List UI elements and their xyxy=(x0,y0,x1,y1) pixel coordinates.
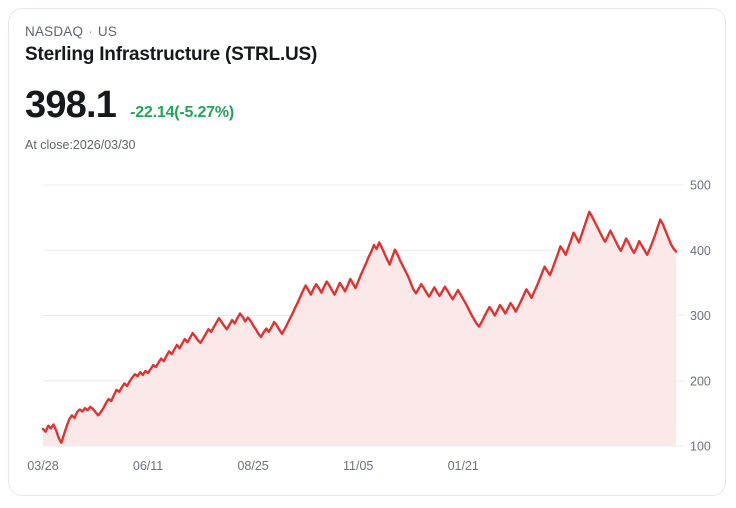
x-axis-tick-label: 11/05 xyxy=(343,459,373,473)
x-axis-labels: 03/28 06/11 08/25 11/05 01/21 xyxy=(27,459,479,473)
price-area-fill xyxy=(43,211,676,446)
y-axis-tick-label: 500 xyxy=(690,179,711,193)
stock-quote-card: NASDAQ · US Sterling Infrastructure (STRL.… xyxy=(8,8,726,496)
y-axis-tick-label: 100 xyxy=(690,440,711,454)
market-status-note: At close:2026/03/30 xyxy=(25,138,136,152)
y-axis-labels: 100 200 300 400 500 xyxy=(690,179,711,454)
quote-header: NASDAQ · US Sterling Infrastructure (STRL.… xyxy=(9,9,725,153)
y-axis-tick-label: 200 xyxy=(690,374,711,388)
exchange-name: NASDAQ xyxy=(25,24,84,39)
x-axis-tick-label: 01/21 xyxy=(448,459,479,473)
y-axis-tick-label: 300 xyxy=(690,309,711,323)
price-line xyxy=(41,210,678,444)
last-price: 398.1 xyxy=(25,84,117,126)
region-code: US xyxy=(97,24,118,39)
y-axis-tick-label: 400 xyxy=(690,244,711,258)
price-chart-svg[interactable]: 100 200 300 400 500 03/28 06/11 08/25 11/05 01/2… xyxy=(9,167,726,496)
price-chart[interactable]: 100 200 300 400 500 03/28 06/11 08/25 11/05 01/2… xyxy=(9,167,726,496)
x-axis-tick-label: 08/25 xyxy=(237,459,268,473)
x-axis-tick-label: 06/11 xyxy=(133,459,163,473)
x-axis-tick-label: 03/28 xyxy=(27,459,58,473)
quote-row: 398.1 -22.14(-5.27%) xyxy=(25,84,725,126)
exchange-region-row: NASDAQ · US xyxy=(25,23,725,41)
price-change: -22.14(-5.27%) xyxy=(130,104,235,121)
page-title: Sterling Infrastructure (STRL.US) xyxy=(25,44,318,65)
exchange-separator: · xyxy=(88,24,93,39)
